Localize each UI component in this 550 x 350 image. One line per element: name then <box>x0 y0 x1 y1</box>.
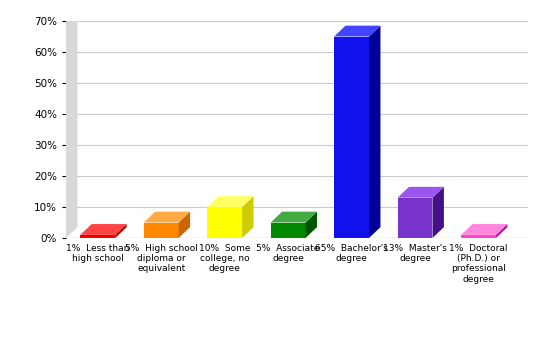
Text: 65%  Bachelor's
degree: 65% Bachelor's degree <box>315 244 388 263</box>
Polygon shape <box>306 212 317 238</box>
Polygon shape <box>334 26 381 36</box>
Polygon shape <box>242 196 254 238</box>
Polygon shape <box>179 212 190 238</box>
Polygon shape <box>496 224 508 238</box>
Polygon shape <box>80 224 126 235</box>
Polygon shape <box>398 187 444 198</box>
Bar <box>207 207 242 238</box>
Text: 13%  Master's
degree: 13% Master's degree <box>383 244 447 263</box>
Polygon shape <box>66 10 78 238</box>
Text: 1%  Doctoral
(Ph.D.) or
professional
degree: 1% Doctoral (Ph.D.) or professional degr… <box>449 244 508 284</box>
Bar <box>461 235 496 238</box>
Bar <box>80 235 115 238</box>
Polygon shape <box>144 212 190 223</box>
Polygon shape <box>271 212 317 223</box>
Text: 1%  Less than
high school: 1% Less than high school <box>66 244 129 263</box>
Text: 10%  Some
college, no
degree: 10% Some college, no degree <box>199 244 250 273</box>
Bar <box>144 223 179 238</box>
Polygon shape <box>369 26 381 238</box>
Text: 5%  High school
diploma or
equivalent: 5% High school diploma or equivalent <box>125 244 197 273</box>
Text: 5%  Associate
degree: 5% Associate degree <box>256 244 320 263</box>
Bar <box>271 223 306 238</box>
Polygon shape <box>66 10 521 21</box>
Polygon shape <box>207 196 254 207</box>
Polygon shape <box>461 224 508 235</box>
Bar <box>398 198 432 238</box>
Polygon shape <box>432 187 444 238</box>
Polygon shape <box>115 224 126 238</box>
Bar <box>334 36 369 238</box>
